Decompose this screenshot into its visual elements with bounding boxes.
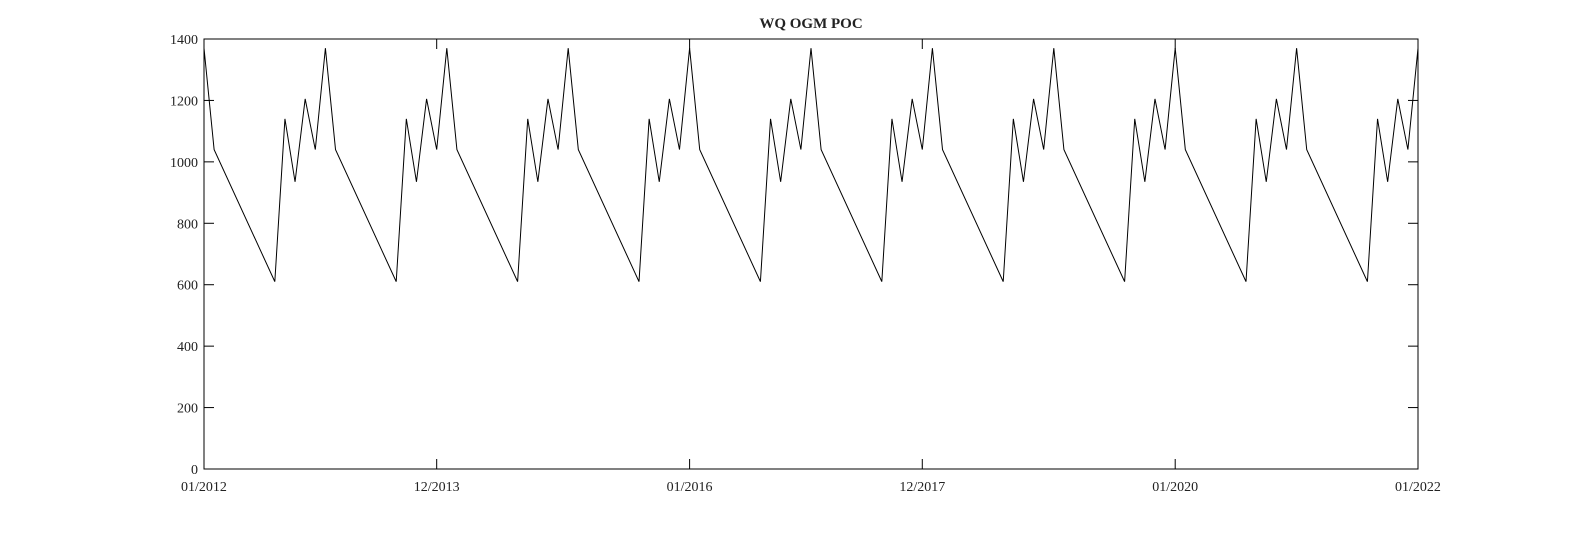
y-tick-label: 200 bbox=[177, 402, 198, 417]
y-tick-label: 1400 bbox=[170, 33, 198, 48]
plot-frame bbox=[203, 38, 1419, 470]
x-tick-label: 01/2020 bbox=[1152, 480, 1198, 495]
y-tick-label: 1000 bbox=[170, 156, 198, 171]
y-tick-label: 400 bbox=[177, 340, 198, 355]
x-tick-label: 12/2017 bbox=[899, 480, 945, 495]
data-line bbox=[203, 48, 1419, 282]
y-tick-label: 600 bbox=[177, 279, 198, 294]
chart-title: WQ OGM POC bbox=[759, 16, 862, 32]
x-tick-label: 01/2022 bbox=[1395, 480, 1441, 495]
x-tick-label: 01/2012 bbox=[181, 480, 227, 495]
y-tick-label: 0 bbox=[191, 463, 198, 478]
y-tick-label: 1200 bbox=[170, 94, 198, 109]
x-tick-label: 01/2016 bbox=[667, 480, 713, 495]
y-tick-label: 800 bbox=[177, 217, 198, 232]
x-tick-label: 12/2013 bbox=[414, 480, 460, 495]
